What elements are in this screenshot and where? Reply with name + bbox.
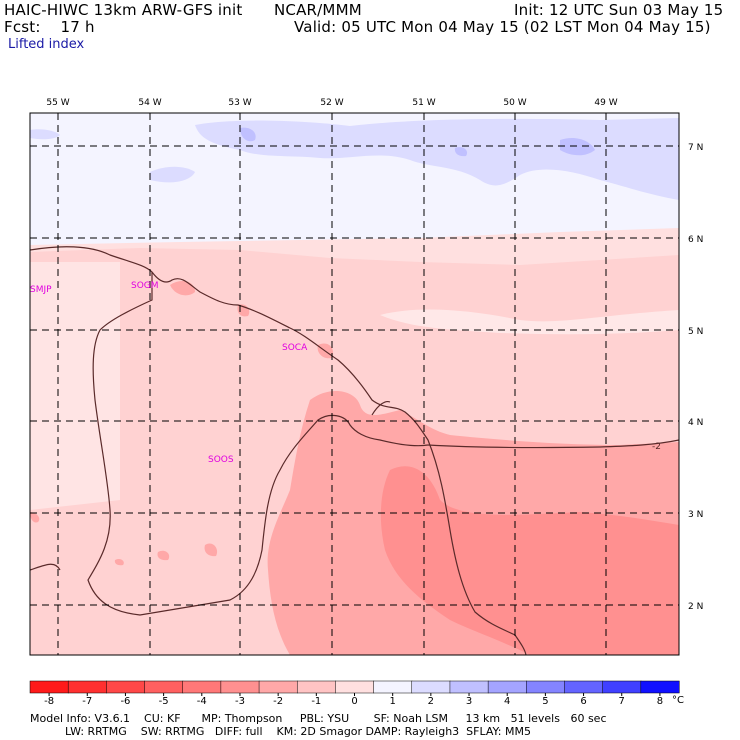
cell-6 [114,558,124,566]
colorbar-swatch [335,680,375,694]
field-positive-3c [454,147,468,157]
colorbar-tick-label: -2 [273,696,283,707]
colorbar-unit: °C [672,695,684,706]
init-time: Init: 12 UTC Sun 03 May 15 [514,1,724,19]
cell-1 [170,280,195,296]
colorbar-tick-label: 1 [389,696,395,707]
colorbar-tick-label: -4 [197,696,207,707]
field-positive-2b [150,166,195,183]
boundaries [30,246,679,655]
colorbar-tick-label: 4 [504,696,510,707]
footer-physics-info: LW: RRTMG SW: RRTMG DIFF: full KM: 2D Sm… [30,725,531,738]
colorbar-tick-label: -8 [44,696,54,707]
center-label: NCAR/MMM [274,1,362,19]
colorbar-swatch [106,680,146,694]
lon-label-55w: 55 W [46,98,69,108]
colorbar-swatch [182,680,222,694]
station-soca: SOCA [282,343,308,353]
lon-label-53w: 53 W [228,98,251,108]
colorbar-swatch [411,680,451,694]
lon-labels: 55 W 54 W 53 W 52 W 51 W 50 W 49 W [46,98,617,108]
coastline [30,246,527,655]
border-brazil [427,439,679,449]
cell-4 [204,543,218,557]
colorbar-tick-label: -7 [82,696,92,707]
field-west-light [30,262,120,510]
colorbar-tick-label: 5 [542,696,548,707]
colorbar-tick-label: -3 [235,696,245,707]
graticule [30,113,679,655]
lat-label-4n: 4 N [688,418,703,428]
footer-model-info: Model Info: V3.6.1 CU: KF MP: Thompson P… [30,712,607,725]
valid-time: Valid: 05 UTC Mon 04 May 15 (02 LST Mon … [294,18,711,36]
lon-label-51w: 51 W [412,98,435,108]
colorbar-tick-label: 0 [351,696,357,707]
station-soos: SOOS [208,455,234,465]
lat-label-2n: 2 N [688,602,703,612]
lon-label-50w: 50 W [503,98,526,108]
colorbar-swatch [296,680,336,694]
colorbar-labels: -8 -7 -6 -5 -4 -3 -2 -1 0 1 2 3 4 5 6 7 8 [44,696,663,707]
border-guiana [371,400,391,416]
colorbar [29,680,680,696]
colorbar-swatch [220,680,260,694]
colorbar-swatch [640,680,680,694]
border-guyana [30,563,61,571]
station-smjp: SMJP [30,285,52,295]
colorbar-swatch [602,680,642,694]
colorbar-tick-label: -1 [311,696,321,707]
colorbar-swatch [564,680,604,694]
colorbar-swatch [526,680,566,694]
cell-7 [30,512,40,523]
lat-label-7n: 7 N [688,143,703,153]
border-suriname [87,272,429,616]
colorbar-swatch [373,680,413,694]
station-sogm: SOGM [131,281,159,291]
lon-label-49w: 49 W [594,98,617,108]
colorbar-swatch [144,680,184,694]
field-positive-2 [195,118,679,200]
station-labels: SMJP SOGM SOCA SOOS [30,281,308,465]
colorbar-swatch [67,680,107,694]
plot-frame [29,112,680,656]
lat-label-5n: 5 N [688,327,703,337]
lat-labels: 7 N 6 N 5 N 4 N 3 N 2 N [688,143,703,612]
lon-label-54w: 54 W [138,98,161,108]
colorbar-swatch [258,680,298,694]
field-positive-2c [30,129,60,140]
colorbar-tick-label: 6 [580,696,586,707]
contour-label: -2 [652,442,661,452]
field-name: Lifted index [8,37,85,52]
colorbar-tick-label: 8 [657,696,663,707]
field-positive-3b [560,138,595,156]
colorbar-swatch [449,680,489,694]
colorbar-tick-label: -6 [120,696,130,707]
colorbar-tick-label: 3 [466,696,472,707]
forecast-hour: Fcst: 17 h [4,18,95,36]
shaded-field [30,113,679,655]
model-title: HAIC-HIWC 13km ARW-GFS init [4,1,243,19]
lon-label-52w: 52 W [320,98,343,108]
colorbar-tick-label: 2 [428,696,434,707]
cell-5 [157,550,170,561]
colorbar-tick-label: -5 [159,696,169,707]
lat-label-3n: 3 N [688,510,703,520]
colorbar-swatch [29,680,69,694]
colorbar-tick-label: 7 [619,696,625,707]
lat-label-6n: 6 N [688,235,703,245]
colorbar-swatch [487,680,527,694]
field-light-strip [380,309,679,335]
field-positive-3a [240,127,256,142]
